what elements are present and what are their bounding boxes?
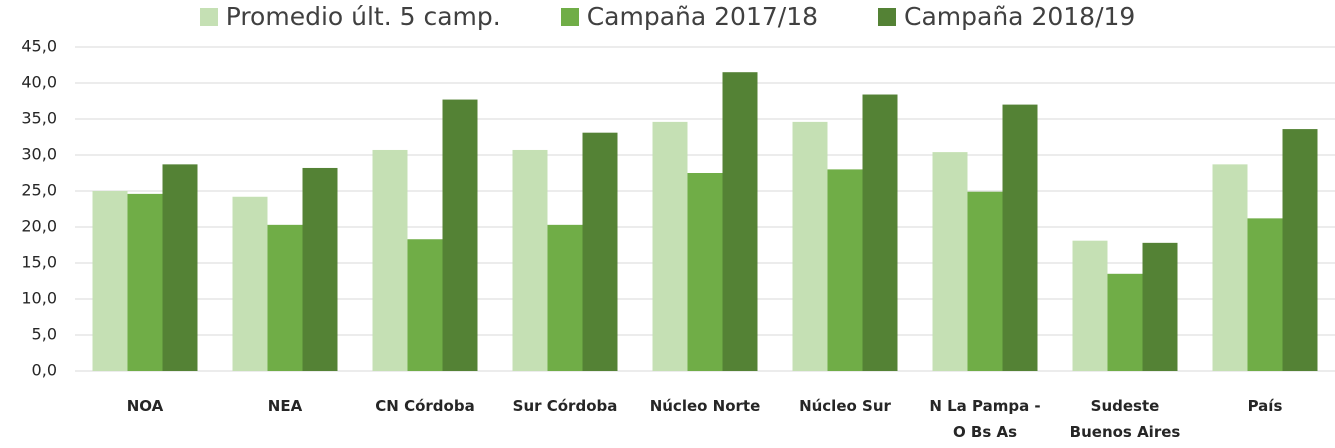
y-tick-label: 45,0	[21, 37, 57, 56]
bar	[547, 224, 583, 371]
bar	[127, 193, 163, 371]
bar	[92, 191, 128, 371]
y-tick-label: 5,0	[32, 325, 57, 344]
y-tick-label: 25,0	[21, 181, 57, 200]
x-tick-label: Sudeste Buenos Aires	[1069, 397, 1181, 441]
y-tick-label: 0,0	[32, 361, 57, 380]
legend-item: Campaña 2018/19	[878, 2, 1135, 31]
y-tick-label: 40,0	[21, 73, 57, 92]
bar	[932, 152, 968, 371]
x-tick-label: NEA	[267, 397, 303, 415]
legend-swatch	[560, 7, 579, 26]
y-tick-label: 20,0	[21, 217, 57, 236]
bar	[652, 121, 688, 371]
bar	[792, 121, 828, 371]
bar	[232, 196, 268, 371]
bar	[1142, 242, 1178, 371]
bar	[967, 191, 1003, 371]
bar	[1212, 164, 1248, 371]
bar	[302, 167, 338, 371]
bar	[372, 149, 408, 371]
y-tick-label: 35,0	[21, 109, 57, 128]
bar	[687, 173, 723, 371]
legend-label: Campaña 2017/18	[586, 2, 819, 31]
x-tick-label: Sur Córdoba	[512, 397, 618, 415]
bar	[1072, 240, 1108, 371]
x-tick-label: País	[1247, 397, 1283, 415]
bar	[582, 132, 618, 371]
bar	[407, 239, 443, 371]
legend-label: Campaña 2018/19	[904, 2, 1136, 31]
bar	[862, 94, 898, 372]
legend-label: Promedio últ. 5 camp.	[225, 2, 501, 31]
bar	[1107, 273, 1143, 371]
bar	[1247, 218, 1283, 371]
bar	[442, 99, 478, 371]
legend: Promedio últ. 5 camp. Campaña 2017/18 Camp…	[0, 2, 1335, 31]
legend-item: Promedio últ. 5 camp.	[199, 2, 501, 31]
legend-swatch	[878, 7, 897, 26]
bar	[512, 149, 548, 371]
legend-swatch	[199, 7, 218, 26]
bar	[267, 224, 303, 371]
x-tick-label: NOA	[126, 397, 164, 415]
bar	[722, 72, 758, 371]
bar	[162, 164, 198, 371]
x-tick-label: Núcleo Sur	[799, 397, 891, 415]
bar	[827, 169, 863, 371]
x-tick-label: Núcleo Norte	[649, 397, 761, 415]
y-tick-label: 15,0	[21, 253, 57, 272]
bar	[1282, 129, 1318, 371]
y-tick-label: 10,0	[21, 289, 57, 308]
bar	[1002, 104, 1038, 371]
x-tick-label: N La Pampa - O Bs As	[929, 397, 1041, 441]
x-tick-label: CN Córdoba	[375, 397, 475, 415]
y-tick-label: 30,0	[21, 145, 57, 164]
legend-item: Campaña 2017/18	[560, 2, 819, 31]
